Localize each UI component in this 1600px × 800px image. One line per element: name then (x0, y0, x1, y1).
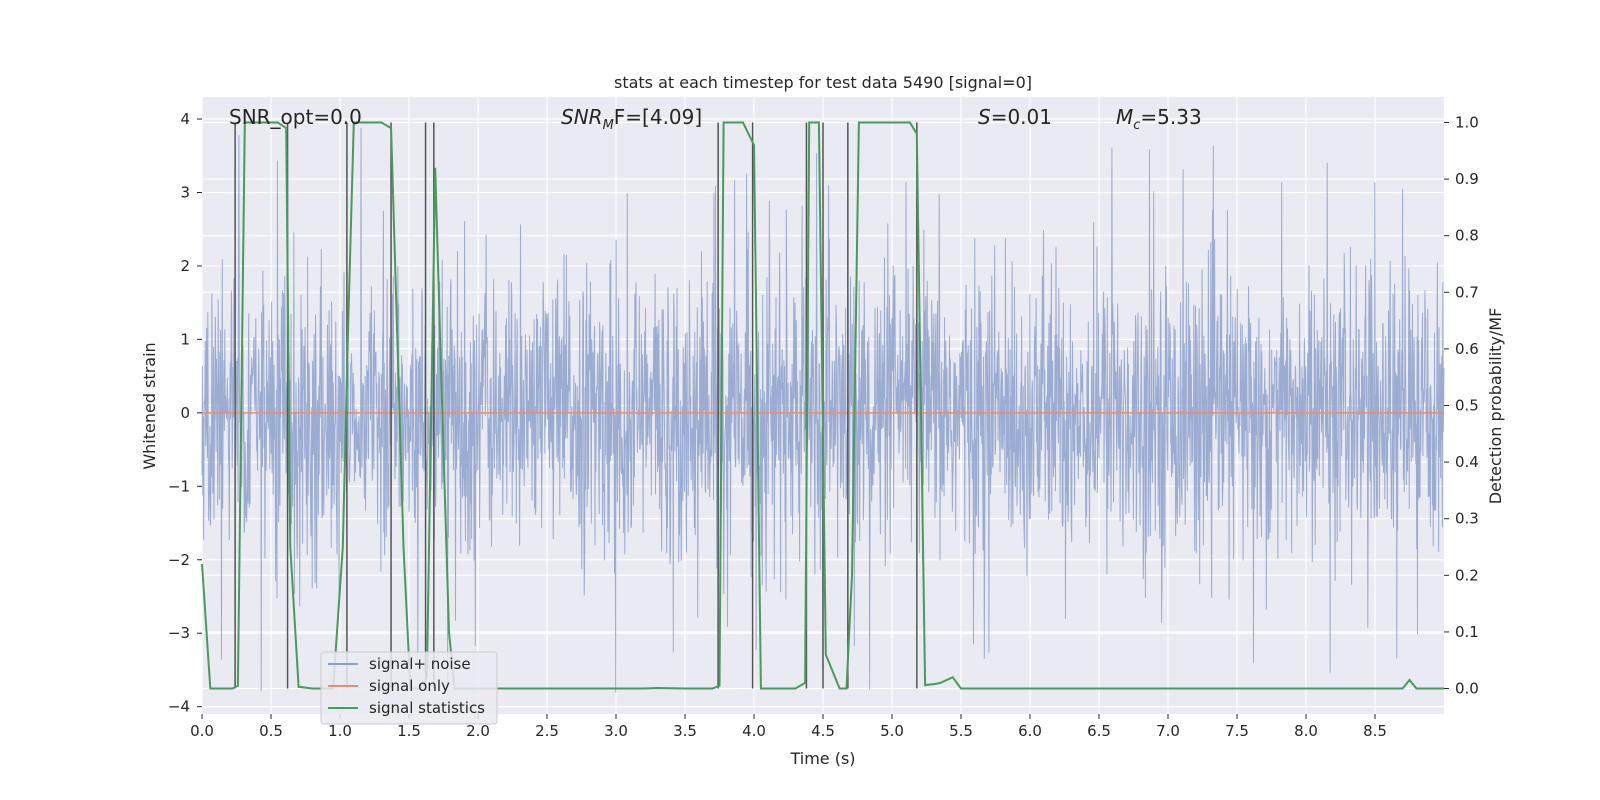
y2-axis-label: Detection probability/MF (1486, 308, 1505, 505)
y-tick-label-0: −4 (168, 698, 190, 716)
annotation-s-value: =0.01 (991, 105, 1052, 129)
chart-title: stats at each timestep for test data 549… (614, 73, 1032, 92)
y2-tick-label-4: 0.4 (1455, 453, 1479, 471)
y-tick-label-3: −1 (168, 477, 190, 495)
annotation-mc-subscript: c (1133, 118, 1140, 133)
x-tick-label-15: 7.5 (1225, 722, 1249, 740)
annotation-mc-symbol: M (1116, 105, 1133, 129)
x-tick-label-13: 6.5 (1087, 722, 1111, 740)
annotation-s: S=0.01 (978, 105, 1052, 129)
annotation-snr-mf-value: F=[4.09] (614, 105, 702, 129)
legend-label-signal-noise: signal+ noise (369, 655, 471, 673)
x-tick-label-14: 7.0 (1156, 722, 1180, 740)
x-tick-label-17: 8.5 (1363, 722, 1387, 740)
x-axis-label: Time (s) (789, 749, 855, 768)
y-tick-label-5: 1 (180, 330, 190, 348)
y2-tick-label-5: 0.5 (1455, 397, 1479, 415)
annotation-snr-opt: SNR_opt=0.0 (229, 105, 362, 129)
legend-frame (320, 651, 498, 725)
y-tick-label-4: 0 (180, 404, 190, 422)
y2-tick-label-6: 0.6 (1455, 340, 1479, 358)
legend: signal+ noise signal only signal statist… (320, 651, 498, 725)
y-tick-label-1: −3 (168, 624, 190, 642)
y-tick-label-2: −2 (168, 551, 190, 569)
x-tick-label-12: 6.0 (1018, 722, 1042, 740)
x-tick-label-10: 5.0 (880, 722, 904, 740)
y-axis-ticks: −4 −3 −2 −1 0 1 2 3 4 (168, 110, 202, 716)
annotation-snr-mf-subscript: M (603, 118, 614, 133)
signal-statistics-line (201, 121, 1444, 690)
series-signal-statistics (201, 121, 1444, 690)
y2-tick-label-3: 0.3 (1455, 510, 1479, 528)
x-tick-label-9: 4.5 (811, 722, 835, 740)
x-tick-label-6: 3.0 (604, 722, 628, 740)
y2-axis-ticks: 0.0 0.1 0.2 0.3 0.4 0.5 0.6 0.7 0.8 0.9 1.0 (1444, 113, 1479, 698)
legend-label-signal-only: signal only (369, 677, 450, 695)
annotation-snr-mf-symbol: SNR (561, 105, 603, 129)
y-tick-label-6: 2 (180, 257, 190, 275)
x-tick-label-2: 1.0 (328, 722, 352, 740)
annotation-snr-mf: SNRMF=[4.09] (561, 105, 702, 133)
y-tick-label-7: 3 (180, 183, 190, 201)
annotation-mc: Mc=5.33 (1116, 105, 1202, 133)
x-tick-label-8: 4.0 (742, 722, 766, 740)
y-axis-label: Whitened strain (140, 342, 159, 469)
y2-tick-label-0: 0.0 (1455, 680, 1479, 698)
x-tick-label-5: 2.5 (535, 722, 559, 740)
x-tick-label-4: 2.0 (466, 722, 490, 740)
x-tick-label-3: 1.5 (397, 722, 421, 740)
x-tick-label-16: 8.0 (1294, 722, 1318, 740)
x-tick-label-11: 5.5 (949, 722, 973, 740)
annotation-mc-value: =5.33 (1140, 105, 1201, 129)
legend-label-signal-statistics: signal statistics (369, 699, 485, 717)
y2-tick-label-2: 0.2 (1455, 566, 1479, 584)
y2-tick-label-10: 1.0 (1455, 113, 1479, 131)
annotation-s-symbol: S (978, 105, 991, 129)
x-tick-label-0: 0.0 (190, 722, 214, 740)
y2-tick-label-7: 0.7 (1455, 283, 1479, 301)
x-tick-label-7: 3.5 (673, 722, 697, 740)
y2-tick-label-1: 0.1 (1455, 623, 1479, 641)
x-axis-ticks: 0.0 0.5 1.0 1.5 2.0 2.5 3.0 3.5 4.0 4.5 5.0 5.5 6.0 6… (190, 714, 1387, 740)
y-tick-label-8: 4 (180, 110, 190, 128)
y2-tick-label-8: 0.8 (1455, 227, 1479, 245)
x-tick-label-1: 0.5 (259, 722, 283, 740)
y2-tick-label-9: 0.9 (1455, 170, 1479, 188)
